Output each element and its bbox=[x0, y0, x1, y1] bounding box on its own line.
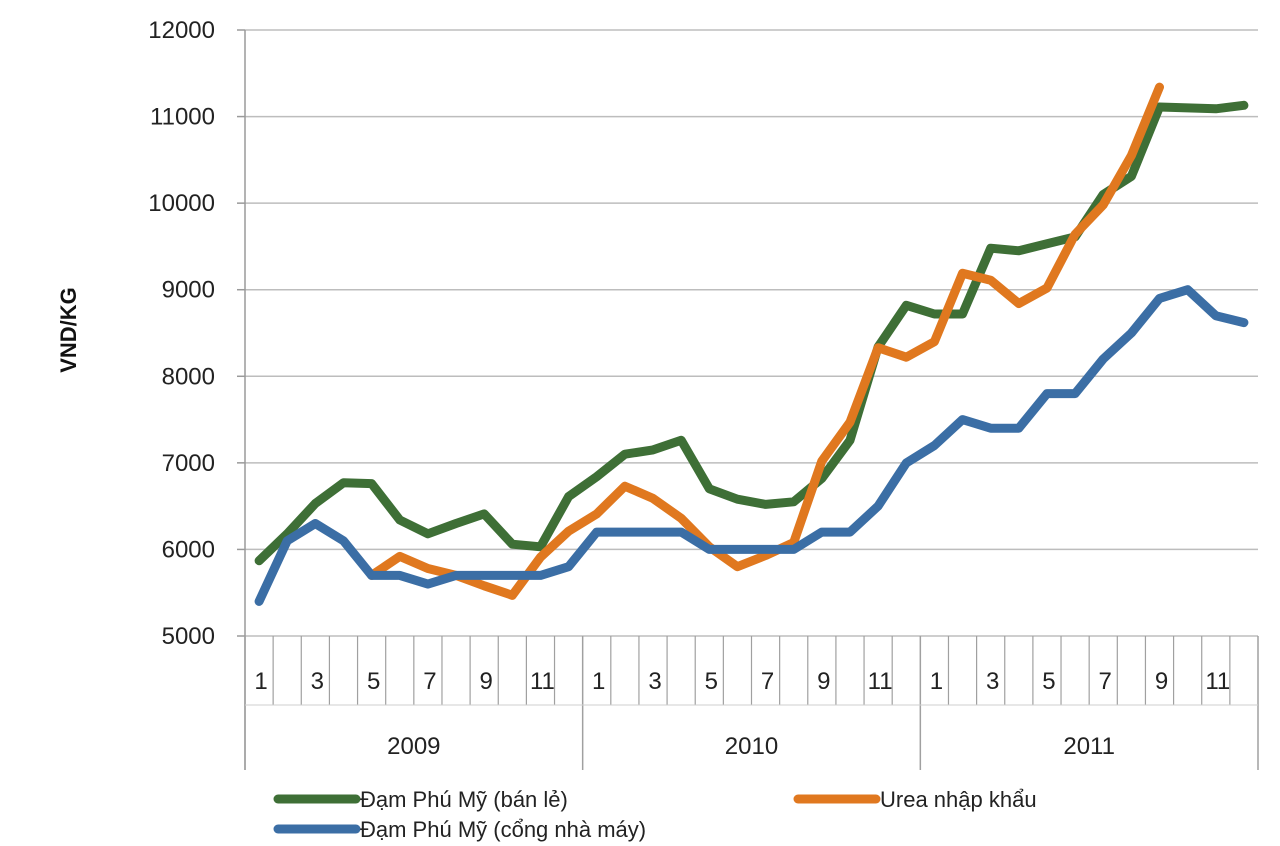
series-line-2 bbox=[367, 82, 1164, 600]
axes bbox=[237, 29, 1259, 770]
x-tick-label-month: 11 bbox=[530, 668, 555, 695]
x-tick-label-year-2010: 2010 bbox=[725, 733, 778, 760]
x-tick-label-year-2009: 2009 bbox=[387, 733, 440, 760]
legend-label-2: Urea nhập khẩu bbox=[880, 787, 1037, 812]
gridlines bbox=[245, 29, 1258, 637]
x-tick-label-month: 11 bbox=[1205, 668, 1230, 695]
x-tick-label-month: 9 bbox=[817, 668, 830, 695]
x-tick-label-month: 3 bbox=[648, 668, 661, 695]
x-tick-label-month: 5 bbox=[705, 668, 718, 695]
x-tick-label-month: 1 bbox=[930, 668, 943, 695]
legend: Đạm Phú Mỹ (bán lẻ) Urea nhập khẩu Đạm Phú… bbox=[273, 787, 1037, 842]
y-tick-label-8000: 8000 bbox=[162, 363, 215, 390]
x-tick-label-month: 7 bbox=[423, 668, 436, 695]
x-tick-label-month: 9 bbox=[1155, 668, 1168, 695]
series-line-3 bbox=[254, 285, 1249, 606]
x-tick-label-month: 3 bbox=[986, 668, 999, 695]
y-tick-label-12000: 12000 bbox=[148, 17, 215, 44]
x-tick-label-month: 9 bbox=[480, 668, 493, 695]
x-tick-label-month: 5 bbox=[367, 668, 380, 695]
y-tick-label-5000: 5000 bbox=[162, 623, 215, 650]
x-tick-label-month: 7 bbox=[761, 668, 774, 695]
legend-label-1: Đạm Phú Mỹ (bán lẻ) bbox=[360, 787, 568, 812]
y-tick-labels: 5000 6000 7000 8000 9000 10000 11000 12000 bbox=[148, 17, 215, 650]
x-tick-label-month: 3 bbox=[311, 668, 324, 695]
y-tick-label-9000: 9000 bbox=[162, 277, 215, 304]
series-lines bbox=[254, 82, 1249, 606]
series-line-1 bbox=[254, 100, 1249, 566]
x-tick-label-year-2011: 2011 bbox=[1063, 733, 1115, 760]
y-axis-label: VND/KG bbox=[56, 287, 81, 373]
y-tick-label-11000: 11000 bbox=[150, 104, 215, 131]
x-tick-label-month: 1 bbox=[254, 668, 267, 695]
x-tick-label-month: 7 bbox=[1099, 668, 1112, 695]
y-tick-label-7000: 7000 bbox=[162, 450, 215, 477]
y-tick-label-10000: 10000 bbox=[148, 190, 215, 217]
y-tick-label-6000: 6000 bbox=[162, 536, 215, 563]
x-tick-label-month: 11 bbox=[868, 668, 893, 695]
legend-label-3: Đạm Phú Mỹ (cổng nhà máy) bbox=[360, 817, 646, 842]
x-tick-label-month: 5 bbox=[1042, 668, 1055, 695]
x-tick-label-month: 1 bbox=[592, 668, 605, 695]
x-tick-labels: 1 3 5 7 9 11 2009 1 3 5 7 9 11 2010 1 3 5 7 9 11 2011 bbox=[254, 668, 1230, 760]
